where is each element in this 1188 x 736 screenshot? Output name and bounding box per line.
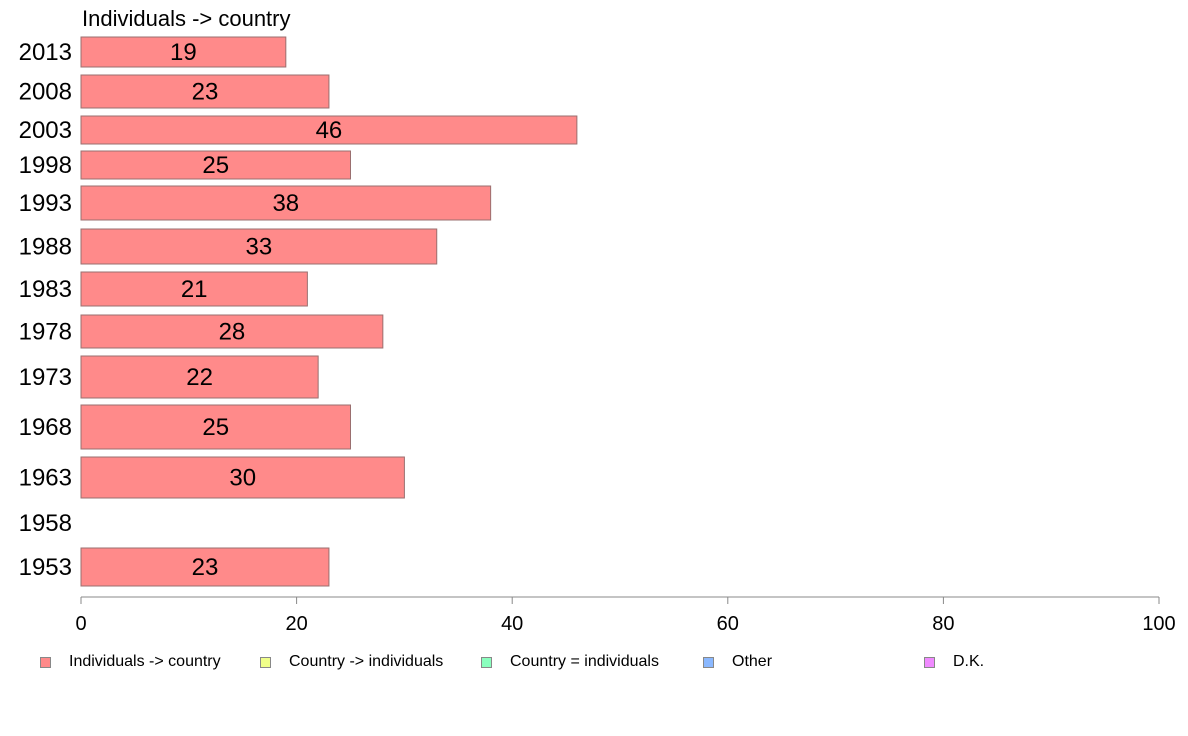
- bar-1963: [80, 456, 405, 499]
- chart-title: Individuals -> country: [82, 6, 291, 31]
- category-label: 1978: [19, 319, 72, 346]
- category-label: 1953: [19, 554, 72, 581]
- category-label: 1983: [19, 276, 72, 303]
- data-label: 25: [202, 152, 229, 179]
- legend-item-other: Other: [703, 652, 772, 672]
- legend-label: Country -> individuals: [289, 653, 444, 670]
- legend-item-dk: D.K.: [924, 652, 984, 672]
- x-tick-label: 60: [717, 613, 739, 635]
- bar-1998: [80, 150, 351, 180]
- data-label: 33: [246, 234, 273, 261]
- data-label: 19: [170, 39, 197, 66]
- data-label: 38: [272, 190, 299, 217]
- data-label: 30: [229, 465, 256, 492]
- data-label: 46: [316, 117, 343, 144]
- category-label: 2013: [19, 39, 72, 66]
- category-label: 1998: [19, 152, 72, 179]
- x-axis: 0 20 40 60 80 100: [75, 596, 1176, 635]
- data-label: 28: [219, 319, 246, 346]
- category-label: 2008: [19, 79, 72, 106]
- legend-label: Country = individuals: [510, 653, 659, 670]
- category-label: 1968: [19, 414, 72, 441]
- category-label: 1993: [19, 190, 72, 217]
- legend-label: D.K.: [953, 653, 985, 670]
- bar-1973: [80, 355, 319, 399]
- bar-1983: [80, 271, 308, 307]
- legend-swatch: [481, 656, 492, 668]
- bar-1953: [80, 547, 330, 587]
- bar-2008: [80, 74, 330, 109]
- bar-1993: [80, 185, 492, 221]
- legend: Individuals -> country Country -> indivi…: [40, 652, 1180, 672]
- x-tick-label: 0: [75, 613, 86, 635]
- bar-2013: [80, 36, 287, 68]
- data-label: 25: [202, 414, 229, 441]
- category-label: 2003: [19, 117, 72, 144]
- data-label: 23: [192, 79, 219, 106]
- x-tick-label: 80: [932, 613, 954, 635]
- x-tick-label: 40: [501, 613, 523, 635]
- legend-swatch: [703, 656, 714, 668]
- legend-label: Other: [732, 653, 773, 670]
- category-label: 1963: [19, 465, 72, 492]
- legend-item-individuals-country: Individuals -> country: [40, 652, 221, 672]
- bar-1988: [80, 228, 438, 265]
- data-label: 23: [192, 554, 219, 581]
- legend-swatch: [924, 656, 935, 668]
- legend-item-country-individuals: Country -> individuals: [260, 652, 443, 672]
- data-label: 21: [181, 276, 208, 303]
- legend-swatch: [40, 656, 51, 668]
- data-label: 22: [186, 364, 213, 391]
- x-tick-label: 20: [285, 613, 307, 635]
- legend-label: Individuals -> country: [69, 653, 221, 670]
- bar-1968: [80, 404, 351, 450]
- x-tick-label: 100: [1142, 613, 1175, 635]
- category-label: 1958: [19, 510, 72, 537]
- bar-2003: [80, 115, 578, 145]
- legend-item-country-equals-individuals: Country = individuals: [481, 652, 659, 672]
- legend-swatch: [260, 656, 271, 668]
- category-label: 1988: [19, 234, 72, 261]
- category-label: 1973: [19, 364, 72, 391]
- bar-1978: [80, 314, 384, 349]
